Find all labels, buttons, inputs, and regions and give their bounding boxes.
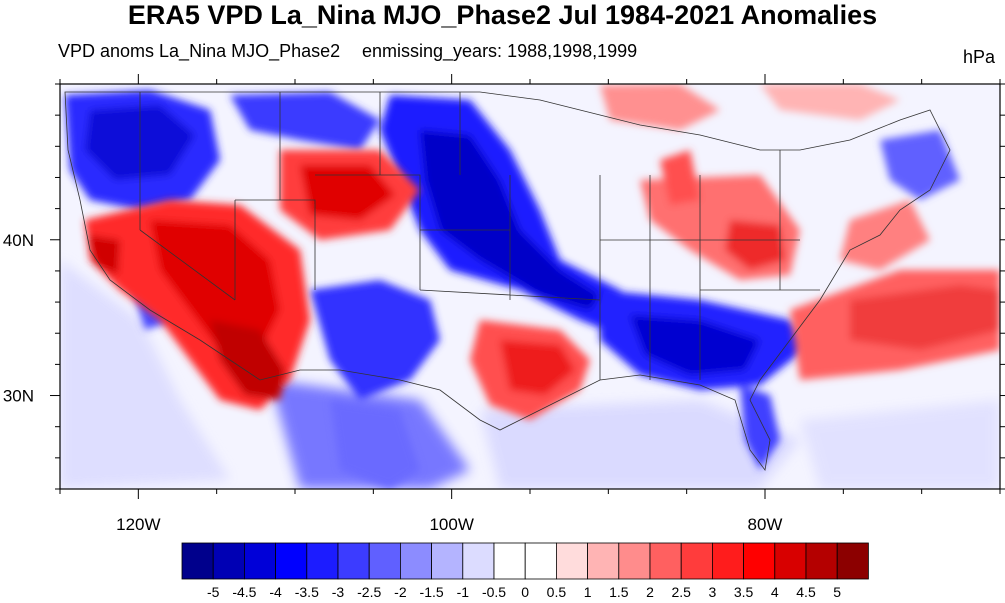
us-outline [64,91,951,471]
colorbar-swatch [524,542,557,580]
great-lakes-north-positive [600,84,720,130]
southwest-desert-positive [210,320,285,400]
colorbar-label: 3 [709,584,717,600]
colorbar-swatch [587,542,620,580]
atlantic-light-blue [800,400,1000,489]
state-boundaries [64,91,951,471]
colorbar: -5 -4.5 -4 -3.5 -3 -2.5 -2 -1.5 -1 -0.5 0 0.5 1 1.5 2 2… [181,542,869,600]
colorbar-swatch [836,542,869,580]
colorbar-swatch [462,542,495,580]
colorbar-label: -1.5 [420,584,444,600]
colorbar-swatch [649,542,682,580]
colorbar-label: -1 [457,584,470,600]
colorbar-swatch [774,542,807,580]
units-label: hPa [962,47,995,67]
mid-atlantic-positive [840,200,930,270]
lat-tick-label: 30N [3,387,34,406]
colorbar-swatch [212,542,245,580]
colorbar-swatch [712,542,745,580]
texas-inner [500,340,575,395]
colorbar-label: 4 [771,584,779,600]
colorbar-label: -0.5 [482,584,506,600]
colorbar-swatch [243,542,276,580]
colorbar-label: 1.5 [609,584,629,600]
colorbar-label: -5 [207,584,220,600]
colorbar-swatch [556,542,589,580]
colorbar-label: -3.5 [295,584,319,600]
colorbar-swatch [275,542,308,580]
colorbar-swatch [306,542,339,580]
new-mexico-negative [310,280,440,400]
ohio-valley-inner [725,220,785,270]
colorbar-swatch [399,542,432,580]
longitude-ticks: 120W 100W 80W [59,74,1001,534]
inner-borders [139,92,820,380]
california-coast-positive [88,235,120,275]
colorbar-swatch [431,542,464,580]
northeast-light-positive [760,84,900,120]
montana-negative [230,92,380,150]
colorbar-label: -2.5 [357,584,381,600]
new-england-negative [880,130,960,200]
latitude-ticks: 40N 30N [3,83,1005,490]
gulf-light-blue [480,400,800,489]
colorbar-swatch [337,542,370,580]
colorbar-swatch [368,542,401,580]
gulf-coast-inner [630,315,760,375]
lat-tick-label: 40N [3,231,34,250]
lon-tick-label: 100W [429,515,473,534]
lon-tick-label: 80W [748,515,783,534]
colorbar-label: -4.5 [232,584,256,600]
colorbar-label: 2 [646,584,654,600]
pacific-light-blue [60,260,230,489]
mexico-negative [330,400,420,489]
colorbar-label: 0 [521,584,529,600]
left-subtitle: VPD anoms La_Nina MJO_Phase2 [58,41,341,61]
colorbar-label: 3.5 [734,584,754,600]
colorbar-label: 2.5 [671,584,691,600]
lon-tick-label: 120W [116,515,160,534]
colorbar-label: 1 [584,584,592,600]
michigan-positive [660,150,700,205]
colorbar-label: -2 [394,584,407,600]
chart-title: ERA5 VPD La_Nina MJO_Phase2 Jul 1984-202… [127,0,878,30]
colorbar-label: 4.5 [796,584,816,600]
colorbar-swatch [680,542,713,580]
northern-rockies-inner [300,165,395,220]
colorbar-label: 5 [833,584,841,600]
map-field [60,84,1000,489]
colorbar-swatch [805,542,838,580]
colorbar-swatch [181,542,214,580]
colorbar-swatch [618,542,651,580]
center-subtitle: enmissing_years: 1988,1998,1999 [362,41,638,61]
colorbar-label: 0.5 [547,584,567,600]
colorbar-swatch [493,542,526,580]
colorbar-swatch [743,542,776,580]
atlantic-inner [850,285,1000,350]
colorbar-label: -3 [332,584,345,600]
colorbar-label: -4 [269,584,282,600]
